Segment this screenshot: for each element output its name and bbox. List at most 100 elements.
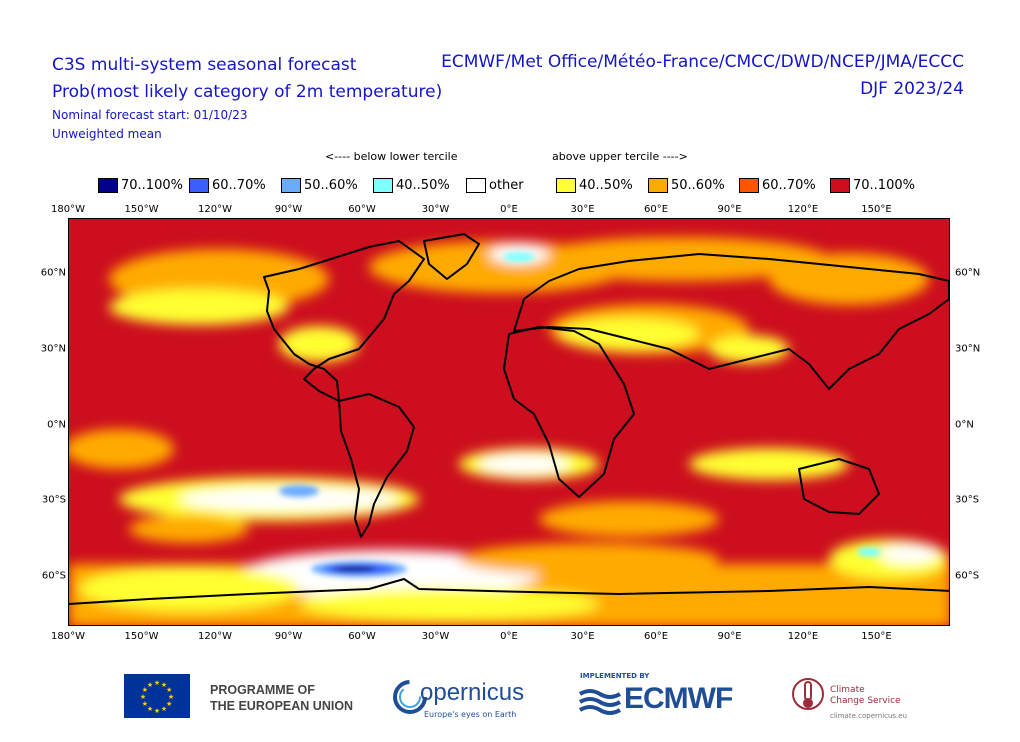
coast-south-america [338, 393, 415, 538]
centres-list: ECMWF/Met Office/Météo-France/CMCC/DWD/N… [441, 52, 964, 72]
eu-star-icon: ★ [142, 686, 148, 694]
legend-item: 50..60% [281, 176, 358, 194]
lon-tick-label: 150°E [861, 631, 892, 642]
legend-swatch [98, 177, 118, 193]
lon-tick-label: 180°W [51, 204, 85, 215]
legend-item: 70..100% [98, 176, 183, 194]
lon-tick-label: 120°W [198, 631, 232, 642]
legend-item: 50..60% [648, 176, 725, 194]
legend-swatch [373, 177, 393, 193]
below-tercile-patches [279, 252, 881, 577]
lon-tick-label: 180°W [51, 631, 85, 642]
copernicus-tagline: Europe's eyes on Earth [424, 710, 517, 719]
eu-text-line-1: PROGRAMME OF [210, 683, 315, 697]
coast-eurasia [513, 253, 949, 390]
lat-tick-label: 30°S [955, 494, 980, 506]
eu-star-icon: ★ [161, 705, 167, 713]
c3s-line-1: Climate [830, 685, 865, 695]
eu-text-line-2: THE EUROPEAN UNION [210, 699, 354, 713]
lon-tick-label: 90°W [274, 631, 303, 642]
eu-star-icon: ★ [140, 693, 146, 701]
c3s-url: climate.copernicus.eu [830, 712, 908, 720]
legend-swatch [466, 177, 486, 193]
title-line-1: C3S multi-system seasonal forecast [52, 55, 357, 75]
eu-star-icon: ★ [168, 693, 174, 701]
lon-tick-label: 30°E [570, 204, 595, 215]
legend-label: 40..50% [579, 177, 633, 193]
lon-tick-label: 150°W [124, 204, 159, 215]
map-svg [69, 219, 949, 625]
copernicus-logo: opernicus Europe's eyes on Earth [392, 673, 532, 723]
lat-tick-label: 60°S [955, 570, 980, 582]
legend-item: 60..70% [189, 176, 266, 194]
coast-australia [798, 458, 880, 515]
copernicus-ring-icon [393, 680, 427, 714]
legend-item: 40..50% [556, 176, 633, 194]
lon-tick-label: 60°W [348, 631, 376, 642]
eu-star-icon: ★ [166, 700, 172, 708]
title-line-2: Prob(most likely category of 2m temperat… [52, 82, 443, 102]
coast-greenland [423, 233, 480, 280]
lon-tick-label: 0°E [500, 204, 518, 215]
legend-item: 70..100% [830, 176, 915, 194]
lon-tick-label: 30°W [421, 631, 450, 642]
forecast-map [68, 218, 950, 626]
weighting-note: Unweighted mean [52, 127, 162, 141]
lon-tick-label: 120°E [787, 631, 819, 642]
eu-star-icon: ★ [166, 686, 172, 694]
eu-stars-icon: ★★★★★★★★★ ★ ★★ [140, 679, 174, 715]
c3s-line-2: Change Service [830, 696, 901, 706]
eu-star-icon: ★ [147, 681, 153, 689]
legend-label: 40..50% [396, 177, 450, 193]
eu-star-icon: ★ [154, 679, 160, 687]
ecmwf-wave-icon [578, 689, 622, 715]
lat-tick-label: 30°N [955, 343, 981, 355]
legend-item: other [466, 176, 524, 194]
legend-label: 60..70% [212, 177, 266, 193]
above-tercile-label: above upper tercile ----> [552, 150, 688, 163]
coast-africa [503, 326, 635, 498]
c3s-logo: Climate Change Service climate.copernicu… [790, 672, 920, 722]
legend-swatch [739, 177, 759, 193]
lat-tick-label: 0°N [955, 419, 974, 431]
eu-star-icon: ★ [142, 700, 148, 708]
legend-swatch [281, 177, 301, 193]
lon-tick-label: 150°E [861, 204, 892, 215]
probability-fields [69, 237, 949, 625]
eu-flag-logo: ★ ★ ★ ★ ★ ★ ★ ★ ★ ★ ★ ★ [124, 674, 190, 718]
eu-star-icon: ★ [147, 705, 153, 713]
ecmwf-name: ECMWF [624, 682, 733, 715]
legend-swatch [830, 177, 850, 193]
legend-label: 70..100% [121, 177, 183, 193]
legend-swatch [189, 177, 209, 193]
lon-tick-label: 90°E [717, 204, 742, 215]
lat-tick-label: 60°N [955, 267, 981, 279]
coastlines [69, 233, 949, 605]
lat-tick-label: 0°N [47, 419, 66, 431]
lon-tick-label: 60°E [643, 204, 669, 215]
legend-item: 60..70% [739, 176, 816, 194]
lon-tick-label: 0°E [500, 631, 518, 642]
lat-tick-label: 30°S [41, 494, 66, 506]
thermometer-icon [792, 678, 824, 710]
lon-tick-label: 30°W [421, 204, 450, 215]
legend-swatch [556, 177, 576, 193]
coast-north-america [263, 240, 425, 402]
eu-star-icon: ★ [154, 707, 160, 715]
lat-tick-label: 60°S [41, 570, 66, 582]
coast-antarctica [69, 578, 949, 605]
lon-tick-label: 60°E [643, 631, 669, 642]
legend-swatch [648, 177, 668, 193]
lon-tick-label: 90°W [274, 204, 303, 215]
eu-star-icon: ★ [161, 681, 167, 689]
lon-tick-label: 90°E [717, 631, 742, 642]
legend-label: 70..100% [853, 177, 915, 193]
legend-label: other [489, 177, 524, 193]
legend-label: 60..70% [762, 177, 816, 193]
ecmwf-implemented-by: IMPLEMENTED BY [580, 672, 650, 680]
season-label: DJF 2023/24 [860, 79, 964, 99]
legend-label: 50..60% [671, 177, 725, 193]
below-tercile-label: <---- below lower tercile [325, 150, 458, 163]
lon-tick-label: 60°W [348, 204, 376, 215]
ecmwf-logo: IMPLEMENTED BY ECMWF [578, 672, 763, 722]
